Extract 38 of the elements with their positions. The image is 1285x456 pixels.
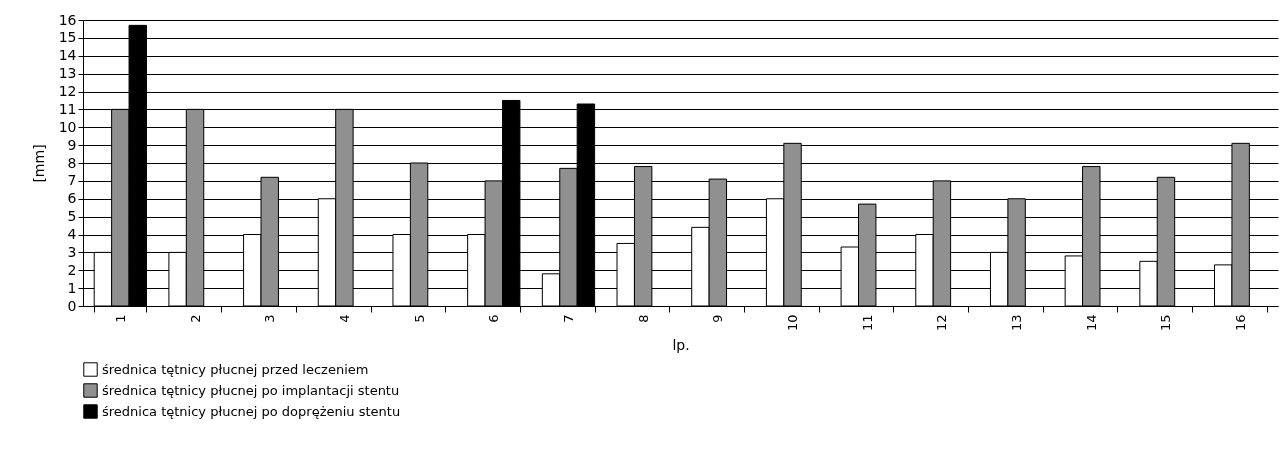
x-tick-label: 7 <box>560 314 576 323</box>
y-tick-label: 2 <box>67 261 77 278</box>
y-tick-label: 15 <box>58 29 77 46</box>
y-tick-label: 5 <box>67 208 77 225</box>
x-axis-title: lp. <box>672 337 690 354</box>
x-tick-label: 11 <box>859 314 875 332</box>
y-tick-label: 11 <box>58 100 77 117</box>
legend-label: średnica tętnicy płucnej po doprężeniu stentu <box>102 403 401 419</box>
x-tick-label: 5 <box>411 314 427 323</box>
y-tick-label: 12 <box>58 83 77 99</box>
y-tick-label: 8 <box>67 154 77 171</box>
x-tick-label: 3 <box>262 314 278 323</box>
x-tick-label: 12 <box>934 314 950 332</box>
x-tick-label: 10 <box>785 314 801 332</box>
x-tick-label: 14 <box>1083 314 1099 332</box>
y-tick-label: 7 <box>67 172 77 189</box>
x-tick-label: 16 <box>1233 314 1249 332</box>
x-tick-label: 6 <box>486 314 502 323</box>
x-tick-label: 4 <box>336 314 352 323</box>
y-tick-label: 1 <box>67 279 77 296</box>
x-tick-label: 13 <box>1009 314 1025 332</box>
y-tick-label: 14 <box>58 47 77 64</box>
y-tick-label: 6 <box>67 190 77 207</box>
y-tick-label: 13 <box>58 65 77 82</box>
y-tick-label: 3 <box>67 243 77 260</box>
y-tick-label: 10 <box>58 118 77 135</box>
y-tick-label: 16 <box>58 11 77 28</box>
legend-label: średnica tętnicy płucnej przed leczeniem <box>102 361 369 377</box>
y-tick-label: 0 <box>67 297 77 314</box>
x-tick-label: 9 <box>710 314 726 323</box>
x-tick-label: 2 <box>187 314 203 323</box>
x-tick-label: 1 <box>112 314 128 323</box>
legend-label: średnica tętnicy płucnej po implantacji stentu <box>102 382 400 398</box>
y-tick-label: 9 <box>67 136 77 153</box>
x-tick-label: 15 <box>1158 314 1174 332</box>
y-axis-title: [mm] <box>30 144 47 183</box>
y-tick-label: 4 <box>67 226 77 242</box>
x-tick-label: 8 <box>635 314 651 323</box>
